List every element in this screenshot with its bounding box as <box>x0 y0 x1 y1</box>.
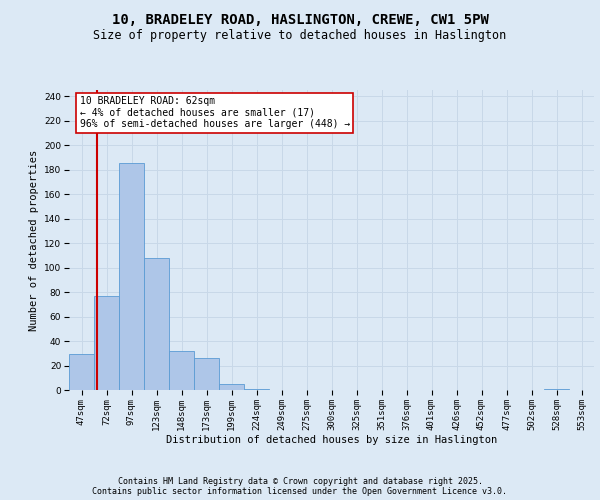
Bar <box>94 296 119 390</box>
Text: Contains public sector information licensed under the Open Government Licence v3: Contains public sector information licen… <box>92 488 508 496</box>
Text: Size of property relative to detached houses in Haslington: Size of property relative to detached ho… <box>94 29 506 42</box>
Bar <box>219 384 244 390</box>
Text: 10 BRADELEY ROAD: 62sqm
← 4% of detached houses are smaller (17)
96% of semi-det: 10 BRADELEY ROAD: 62sqm ← 4% of detached… <box>79 96 350 129</box>
Bar <box>144 258 169 390</box>
Bar <box>544 389 569 390</box>
Y-axis label: Number of detached properties: Number of detached properties <box>29 150 38 330</box>
Bar <box>169 351 194 390</box>
Bar <box>194 358 219 390</box>
X-axis label: Distribution of detached houses by size in Haslington: Distribution of detached houses by size … <box>166 436 497 446</box>
Bar <box>119 164 144 390</box>
Bar <box>244 389 269 390</box>
Bar <box>69 354 94 390</box>
Text: 10, BRADELEY ROAD, HASLINGTON, CREWE, CW1 5PW: 10, BRADELEY ROAD, HASLINGTON, CREWE, CW… <box>112 12 488 26</box>
Text: Contains HM Land Registry data © Crown copyright and database right 2025.: Contains HM Land Registry data © Crown c… <box>118 476 482 486</box>
